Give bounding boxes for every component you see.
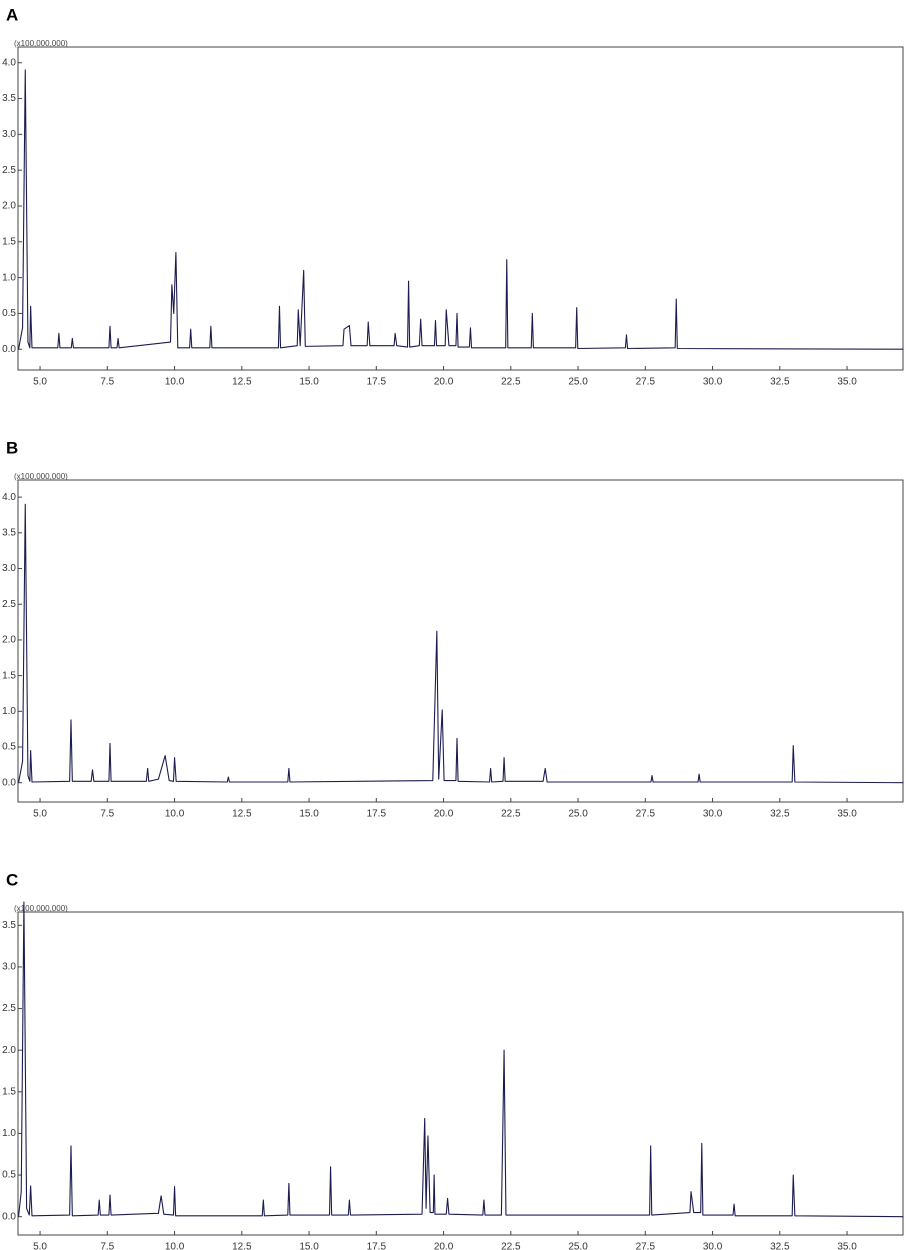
x-tick-label: 22.5 [501, 809, 521, 820]
y-tick-label: 2.0 [2, 1045, 16, 1056]
y-tick-label: 2.5 [2, 165, 16, 176]
x-tick-label: 35.0 [837, 809, 857, 820]
panel-label: C [6, 870, 18, 889]
panel-label: B [6, 438, 18, 457]
x-tick-label: 27.5 [636, 809, 656, 820]
plot-frame [17, 46, 904, 371]
y-multiplier: (x100,000,000) [14, 472, 68, 481]
y-tick-label: 4.0 [2, 492, 16, 503]
y-tick-label: 3.0 [2, 962, 16, 973]
chromatogram-line [17, 901, 904, 1218]
x-tick-label: 22.5 [501, 1242, 521, 1250]
y-tick-label: 1.0 [2, 1128, 16, 1139]
x-tick-label: 12.5 [232, 1242, 252, 1250]
y-tick-label: 0.5 [2, 308, 16, 319]
x-tick-label: 7.5 [100, 809, 114, 820]
x-tick-label: 17.5 [367, 377, 387, 388]
x-tick-label: 30.0 [703, 809, 723, 820]
x-tick-label: 20.0 [434, 377, 454, 388]
x-tick-label: 15.0 [299, 377, 319, 388]
y-tick-label: 0.5 [2, 1170, 16, 1181]
y-tick-label: 2.0 [2, 201, 16, 212]
x-tick-label: 12.5 [232, 377, 252, 388]
y-tick-label: 1.0 [2, 272, 16, 283]
x-tick-label: 22.5 [501, 377, 521, 388]
x-tick-label: 27.5 [636, 1242, 656, 1250]
y-tick-label: 1.0 [2, 706, 16, 717]
y-multiplier: (x100,000,000) [14, 904, 68, 913]
y-tick-label: 3.5 [2, 93, 16, 104]
y-tick-label: 1.5 [2, 236, 16, 247]
y-tick-label: 1.5 [2, 670, 16, 681]
y-tick-label: 3.0 [2, 563, 16, 574]
x-tick-label: 25.0 [568, 1242, 588, 1250]
y-tick-label: 0.0 [2, 1211, 16, 1222]
x-tick-label: 25.0 [568, 809, 588, 820]
x-tick-label: 7.5 [100, 377, 114, 388]
y-tick-label: 2.0 [2, 635, 16, 646]
y-multiplier: (x100,000,000) [14, 39, 68, 48]
x-tick-label: 32.5 [770, 377, 790, 388]
y-tick-label: 3.5 [2, 920, 16, 931]
y-tick-label: 2.5 [2, 1003, 16, 1014]
x-tick-label: 5.0 [33, 809, 47, 820]
y-tick-label: 4.0 [2, 57, 16, 68]
y-tick-label: 1.5 [2, 1086, 16, 1097]
x-tick-label: 5.0 [33, 1242, 47, 1250]
panel-label: A [6, 5, 18, 24]
x-tick-label: 10.0 [165, 377, 185, 388]
x-tick-label: 17.5 [367, 809, 387, 820]
x-tick-label: 10.0 [165, 1242, 185, 1250]
chromatogram-line [17, 69, 904, 350]
plot-frame [17, 479, 904, 803]
x-tick-label: 15.0 [299, 809, 319, 820]
x-tick-label: 20.0 [434, 1242, 454, 1250]
x-tick-label: 10.0 [165, 809, 185, 820]
x-tick-label: 25.0 [568, 377, 588, 388]
x-tick-label: 32.5 [770, 809, 790, 820]
x-tick-label: 35.0 [837, 377, 857, 388]
x-tick-label: 15.0 [299, 1242, 319, 1250]
x-tick-label: 27.5 [636, 377, 656, 388]
x-tick-label: 35.0 [837, 1242, 857, 1250]
y-tick-label: 2.5 [2, 599, 16, 610]
x-tick-label: 12.5 [232, 809, 252, 820]
x-tick-label: 17.5 [367, 1242, 387, 1250]
x-tick-label: 7.5 [100, 1242, 114, 1250]
x-tick-label: 30.0 [703, 377, 723, 388]
y-tick-label: 3.5 [2, 527, 16, 538]
x-tick-label: 5.0 [33, 377, 47, 388]
x-tick-label: 30.0 [703, 1242, 723, 1250]
x-tick-label: 32.5 [770, 1242, 790, 1250]
x-tick-label: 20.0 [434, 809, 454, 820]
chromatogram-line [17, 503, 904, 784]
y-tick-label: 0.0 [2, 777, 16, 788]
y-tick-label: 0.5 [2, 742, 16, 753]
y-tick-label: 3.0 [2, 129, 16, 140]
y-tick-label: 0.0 [2, 344, 16, 355]
plot-frame [17, 911, 904, 1236]
